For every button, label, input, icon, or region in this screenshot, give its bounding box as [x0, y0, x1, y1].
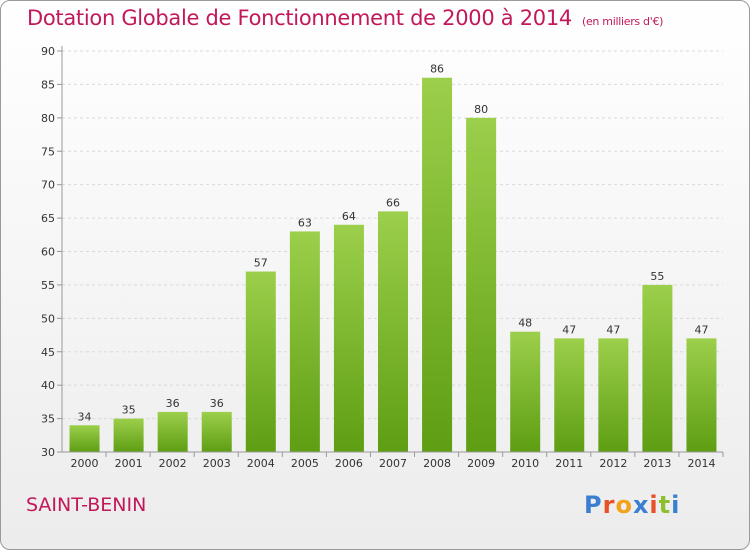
y-tick-label: 65 [41, 212, 55, 225]
y-tick-label: 45 [41, 346, 55, 359]
value-label-2006: 64 [342, 210, 356, 223]
value-label-2007: 66 [386, 196, 400, 209]
x-tick-label-2013: 2013 [643, 457, 671, 470]
bar-2008 [422, 77, 453, 452]
bar-2004 [245, 271, 276, 452]
y-tick-label: 60 [41, 246, 55, 259]
chart-title: Dotation Globale de Fonctionnement de 20… [27, 6, 663, 30]
bar-2003 [201, 411, 232, 452]
y-tick-label: 30 [41, 446, 55, 459]
x-tick-label-2009: 2009 [467, 457, 495, 470]
proxiti-logo: Proxiti [584, 491, 680, 519]
value-label-2010: 48 [518, 317, 532, 330]
bar-2010 [510, 331, 541, 452]
value-label-2009: 80 [474, 103, 488, 116]
bar-2014 [686, 338, 717, 452]
x-tick-label-2006: 2006 [335, 457, 363, 470]
y-tick-label: 55 [41, 279, 55, 292]
y-tick-label: 50 [41, 312, 55, 325]
y-tick-label: 90 [41, 45, 55, 58]
bar-2009 [466, 117, 497, 452]
x-tick-label-2014: 2014 [687, 457, 715, 470]
y-tick-label: 35 [41, 413, 55, 426]
value-label-2013: 55 [650, 270, 664, 283]
value-label-2003: 36 [210, 397, 224, 410]
x-tick-label-2007: 2007 [379, 457, 407, 470]
x-tick-label-2011: 2011 [555, 457, 583, 470]
value-label-2004: 57 [254, 257, 268, 270]
logo-letter: r [602, 491, 616, 519]
bar-2013 [642, 284, 673, 452]
value-label-2000: 34 [78, 410, 92, 423]
value-label-2002: 36 [166, 397, 180, 410]
x-tick-label-2002: 2002 [159, 457, 187, 470]
y-tick-label: 40 [41, 379, 55, 392]
bar-2012 [598, 338, 629, 452]
x-tick-label-2000: 2000 [71, 457, 99, 470]
logo-letter: i [649, 491, 659, 519]
y-tick-label: 80 [41, 112, 55, 125]
bar-2011 [554, 338, 585, 452]
value-label-2001: 35 [122, 404, 136, 417]
logo-letter: x [632, 491, 650, 519]
y-tick-label: 75 [41, 145, 55, 158]
x-tick-label-2003: 2003 [203, 457, 231, 470]
bar-2006 [333, 224, 364, 452]
value-label-2014: 47 [694, 323, 708, 336]
city-name: SAINT-BENIN [26, 494, 147, 516]
x-tick-label-2005: 2005 [291, 457, 319, 470]
x-tick-label-2001: 2001 [115, 457, 143, 470]
y-tick-label: 85 [41, 78, 55, 91]
bar-2001 [113, 418, 144, 452]
value-label-2008: 86 [430, 63, 444, 76]
value-label-2012: 47 [606, 323, 620, 336]
x-tick-label-2004: 2004 [247, 457, 275, 470]
bar-2000 [69, 425, 100, 452]
value-label-2005: 63 [298, 216, 312, 229]
bar-2005 [289, 231, 320, 452]
bar-2002 [157, 411, 188, 452]
chart-subtitle: (en milliers d'€) [581, 15, 664, 28]
y-tick-label: 70 [41, 179, 55, 192]
x-tick-label-2008: 2008 [423, 457, 451, 470]
logo-letter: P [584, 491, 603, 519]
logo-letter: t [658, 491, 672, 519]
bar-2007 [378, 211, 408, 452]
x-tick-label-2012: 2012 [599, 457, 627, 470]
chart-title-text: Dotation Globale de Fonctionnement de 20… [27, 6, 572, 30]
logo-letter: i [671, 491, 681, 519]
value-label-2011: 47 [562, 323, 576, 336]
logo-letter: o [615, 491, 633, 519]
x-tick-label-2010: 2010 [511, 457, 539, 470]
